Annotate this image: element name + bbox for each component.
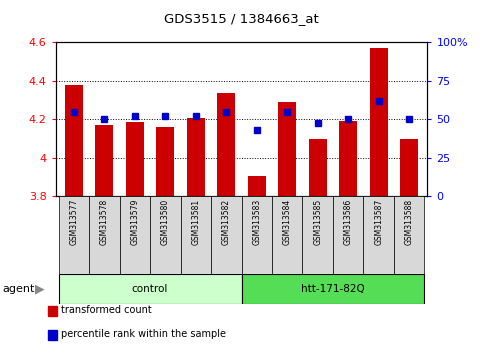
- Bar: [333, 196, 363, 274]
- Text: agent: agent: [2, 284, 35, 295]
- Bar: [309, 139, 327, 196]
- Bar: [369, 48, 388, 196]
- Bar: [242, 196, 272, 274]
- Bar: [181, 196, 211, 274]
- Bar: [48, 330, 57, 340]
- Bar: [400, 139, 418, 196]
- Bar: [65, 85, 83, 196]
- Bar: [242, 274, 425, 304]
- Text: GSM313577: GSM313577: [70, 199, 78, 245]
- Text: GSM313584: GSM313584: [283, 199, 292, 245]
- Bar: [48, 306, 57, 316]
- Bar: [58, 196, 89, 274]
- Text: GSM313585: GSM313585: [313, 199, 322, 245]
- Bar: [120, 196, 150, 274]
- Text: GSM313580: GSM313580: [161, 199, 170, 245]
- Text: GSM313581: GSM313581: [191, 199, 200, 245]
- Text: control: control: [132, 284, 168, 295]
- Bar: [248, 176, 266, 196]
- Text: GSM313579: GSM313579: [130, 199, 139, 245]
- Text: GSM313588: GSM313588: [405, 199, 413, 245]
- Bar: [211, 196, 242, 274]
- Bar: [217, 93, 235, 196]
- Bar: [278, 102, 297, 196]
- Text: GSM313583: GSM313583: [252, 199, 261, 245]
- Bar: [95, 125, 114, 196]
- Text: GSM313586: GSM313586: [344, 199, 353, 245]
- Bar: [89, 196, 120, 274]
- Bar: [339, 121, 357, 196]
- Bar: [186, 118, 205, 196]
- Text: GSM313587: GSM313587: [374, 199, 383, 245]
- Text: GSM313582: GSM313582: [222, 199, 231, 245]
- Bar: [150, 196, 181, 274]
- Text: GDS3515 / 1384663_at: GDS3515 / 1384663_at: [164, 12, 319, 25]
- Text: GSM313578: GSM313578: [100, 199, 109, 245]
- Bar: [272, 196, 302, 274]
- Bar: [58, 274, 242, 304]
- Bar: [302, 196, 333, 274]
- Text: transformed count: transformed count: [61, 306, 152, 315]
- Bar: [126, 122, 144, 196]
- Text: ▶: ▶: [35, 283, 44, 296]
- Bar: [394, 196, 425, 274]
- Bar: [156, 127, 174, 196]
- Text: percentile rank within the sample: percentile rank within the sample: [61, 329, 226, 339]
- Bar: [363, 196, 394, 274]
- Text: htt-171-82Q: htt-171-82Q: [301, 284, 365, 295]
